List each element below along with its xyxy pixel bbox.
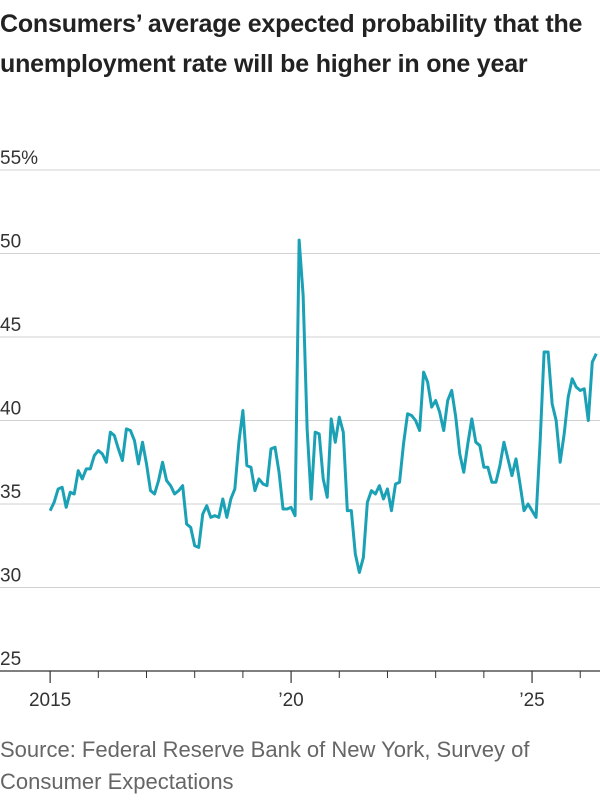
x-tick-label: ’20 xyxy=(278,690,303,711)
y-tick-label: 40 xyxy=(0,399,21,420)
source-note: Source: Federal Reserve Bank of New York… xyxy=(0,737,530,794)
chart: 25 30 35 40 45 50 55% 2015 ’20 ’25 xyxy=(0,148,600,711)
data-line xyxy=(48,238,598,574)
x-tick-label: ’25 xyxy=(519,690,544,711)
y-tick-label: 30 xyxy=(0,566,21,587)
y-tick-label: 55% xyxy=(0,148,38,169)
y-tick-label: 25 xyxy=(0,649,21,670)
y-tick-label: 45 xyxy=(0,315,21,336)
x-tick-label: 2015 xyxy=(29,690,71,711)
chart-title: Consumers’ average expected probability … xyxy=(0,10,583,78)
y-tick-label: 50 xyxy=(0,232,21,253)
y-tick-label: 35 xyxy=(0,482,21,503)
